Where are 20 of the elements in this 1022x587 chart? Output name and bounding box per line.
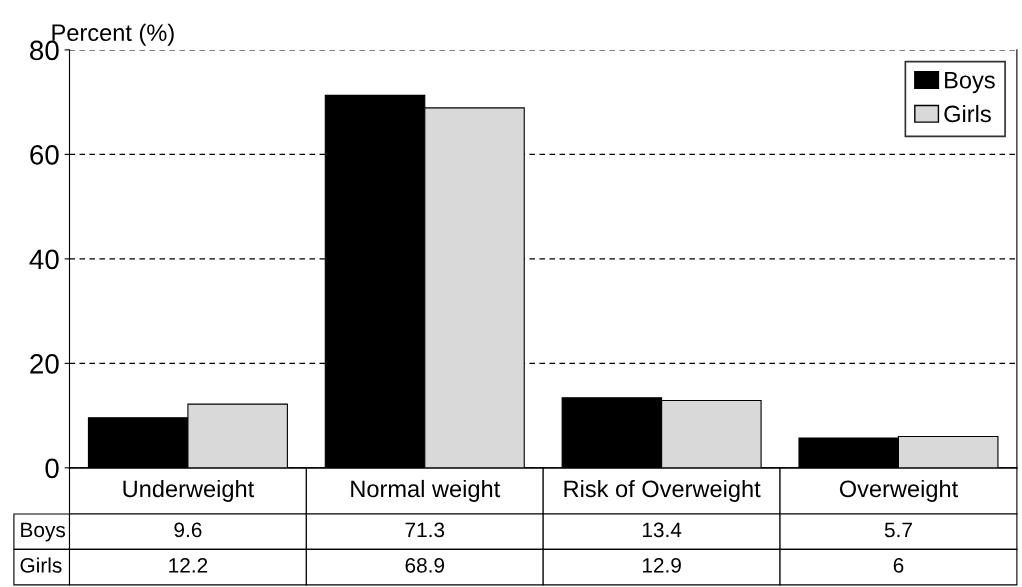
y-tick-label: 0 (45, 458, 59, 479)
data-label: 13.4 (642, 522, 682, 538)
legend-label: Boys (945, 72, 995, 94)
data-label: 71.3 (405, 522, 445, 538)
y-tick-label: 20 (30, 354, 59, 374)
text: Girls (20, 557, 62, 573)
x-tick-label: Underweight (123, 479, 255, 502)
data-label: 68.9 (405, 557, 445, 573)
y-tick-label: 40 (29, 249, 59, 270)
legend-label: Girls (944, 104, 991, 123)
data-label: 12.2 (169, 557, 208, 573)
data-label: 6 (893, 557, 904, 573)
data-label: 12.9 (642, 557, 681, 573)
x-tick-label: Normal weight (351, 479, 501, 502)
x-tick-label: Risk of Overweight (564, 479, 761, 502)
data-label: 5.7 (884, 522, 912, 538)
x-tick-label: Overweight (839, 479, 958, 502)
y-tick-label: 60 (30, 145, 59, 165)
text: Boys (21, 522, 66, 542)
data-label: 9.6 (174, 522, 202, 538)
